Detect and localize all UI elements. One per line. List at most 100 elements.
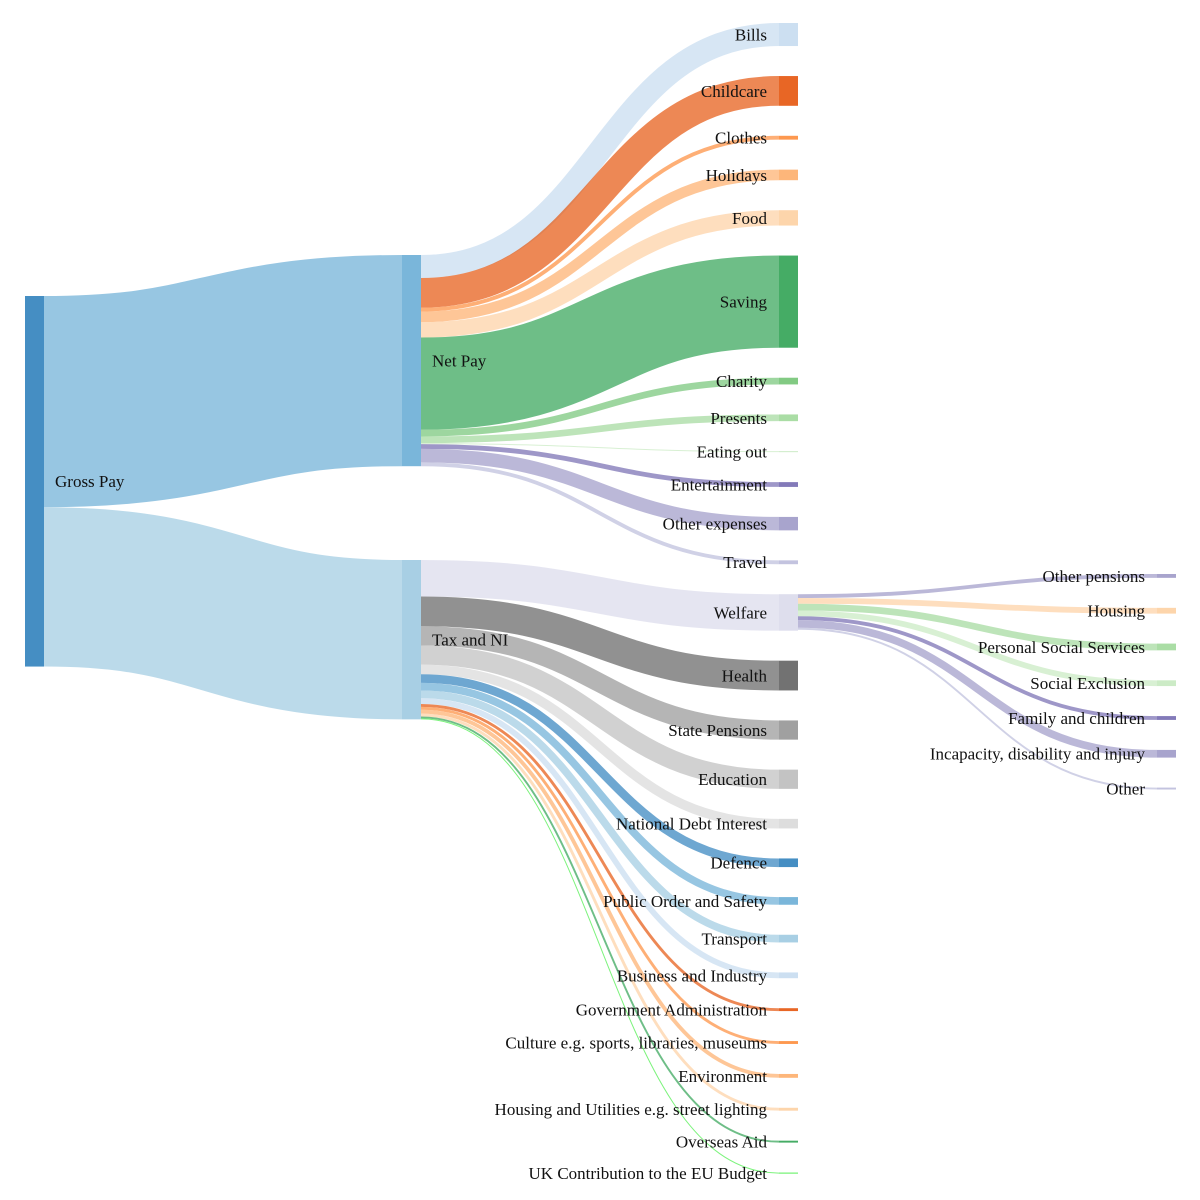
node-presents (779, 414, 798, 422)
node-welfare (779, 594, 798, 631)
link-net-pay-to-eating-out (420, 443, 780, 453)
node-government-administration (779, 1008, 798, 1012)
node-gross-pay (25, 296, 44, 667)
link-net-pay-to-food (420, 210, 780, 338)
node-label-social-exclusion: Social Exclusion (1030, 674, 1145, 693)
labels-layer: Gross Pay Net Pay Tax and NI Bills Childcare… (55, 25, 1145, 1183)
link-net-pay-to-other-expenses (420, 448, 780, 531)
node-other-expenses (779, 516, 798, 531)
link-tax-and-ni-to-state-pensions (420, 626, 780, 740)
node-travel (779, 560, 798, 565)
node-holidays (779, 169, 798, 181)
link-net-pay-to-bills (420, 23, 780, 279)
node-personal-social-services (1157, 643, 1176, 651)
node-health (779, 660, 798, 691)
link-gross-pay-to-net-pay (43, 255, 403, 508)
node-eating-out (779, 451, 798, 453)
link-tax-and-ni-to-housing-and-utilities-e-g-street-lighting (420, 713, 780, 1111)
nodes-layer (25, 23, 1176, 1174)
link-net-pay-to-presents (420, 414, 780, 444)
node-clothes (779, 135, 798, 140)
node-label-state-pensions: State Pensions (668, 721, 767, 740)
node-public-order-and-safety (779, 897, 798, 905)
node-label-family-and-children: Family and children (1008, 709, 1145, 728)
link-net-pay-to-charity (420, 377, 780, 437)
link-net-pay-to-entertainment (420, 444, 780, 487)
node-label-health: Health (722, 667, 768, 686)
node-business-and-industry (779, 972, 798, 979)
node-label-saving: Saving (720, 293, 768, 312)
node-label-public-order-and-safety: Public Order and Safety (603, 892, 767, 911)
node-label-business-and-industry: Business and Industry (617, 966, 768, 985)
link-tax-and-ni-to-national-debt-interest (420, 664, 780, 829)
node-label-travel: Travel (723, 553, 767, 572)
link-net-pay-to-travel (420, 462, 780, 565)
node-label-housing: Housing (1087, 602, 1145, 621)
node-label-bills: Bills (735, 25, 767, 44)
node-net-pay (402, 255, 421, 467)
node-saving (779, 255, 798, 348)
node-bills (779, 23, 798, 47)
node-national-debt-interest (779, 818, 798, 829)
link-welfare-to-incapacity-disability-and-injury (797, 620, 1158, 758)
link-gross-pay-to-tax-and-ni (43, 507, 403, 720)
node-label-clothes: Clothes (715, 129, 767, 148)
link-welfare-to-personal-social-services (797, 603, 1158, 651)
node-state-pensions (779, 720, 798, 740)
node-label-other-pensions: Other pensions (1043, 567, 1145, 586)
link-net-pay-to-holidays (420, 169, 780, 323)
link-tax-and-ni-to-welfare (420, 560, 780, 631)
node-family-and-children (1157, 716, 1176, 720)
node-social-exclusion (1157, 680, 1176, 687)
node-label-uk-contribution-to-the-eu-budget: UK Contribution to the EU Budget (529, 1164, 768, 1183)
node-incapacity-disability-and-injury (1157, 749, 1176, 758)
link-welfare-to-other-pensions (797, 574, 1158, 599)
node-transport (779, 934, 798, 943)
node-other (1157, 787, 1176, 790)
node-label-net-pay: Net Pay (432, 352, 487, 371)
link-tax-and-ni-to-overseas-aid (420, 716, 780, 1143)
node-label-holidays: Holidays (706, 166, 767, 185)
node-label-other: Other (1106, 780, 1145, 799)
node-food (779, 210, 798, 226)
node-label-education: Education (698, 770, 767, 789)
link-net-pay-to-clothes (420, 135, 780, 312)
node-label-incapacity-disability-and-injury: Incapacity, disability and injury (930, 745, 1146, 764)
link-welfare-to-housing (797, 598, 1158, 614)
link-tax-and-ni-to-government-administration (420, 704, 780, 1012)
node-uk-contribution-to-the-eu-budget (779, 1172, 798, 1174)
node-label-government-administration: Government Administration (576, 1001, 768, 1020)
node-label-other-expenses: Other expenses (663, 515, 767, 534)
node-education (779, 769, 798, 789)
link-tax-and-ni-to-transport (420, 690, 780, 943)
node-label-welfare: Welfare (714, 603, 767, 622)
node-label-overseas-aid: Overseas Aid (676, 1133, 768, 1152)
node-label-transport: Transport (702, 930, 768, 949)
node-other-pensions (1157, 574, 1176, 578)
link-net-pay-to-saving (420, 255, 780, 430)
link-tax-and-ni-to-uk-contribution-to-the-eu-budget (420, 718, 780, 1174)
node-label-environment: Environment (678, 1067, 767, 1086)
node-housing (1157, 607, 1176, 614)
link-tax-and-ni-to-defence (420, 674, 780, 868)
node-defence (779, 858, 798, 868)
node-label-personal-social-services: Personal Social Services (978, 638, 1145, 657)
link-welfare-to-family-and-children (797, 616, 1158, 720)
link-welfare-to-other (797, 627, 1158, 790)
node-label-gross-pay: Gross Pay (55, 472, 125, 491)
node-label-childcare: Childcare (701, 82, 767, 101)
link-tax-and-ni-to-education (420, 645, 780, 789)
node-label-national-debt-interest: National Debt Interest (616, 815, 767, 834)
node-label-charity: Charity (716, 372, 767, 391)
node-childcare (779, 76, 798, 106)
node-label-tax-and-ni: Tax and NI (432, 631, 509, 650)
link-tax-and-ni-to-public-order-and-safety (420, 682, 780, 905)
node-label-defence: Defence (710, 854, 767, 873)
node-label-presents: Presents (710, 409, 767, 428)
node-overseas-aid (779, 1140, 798, 1143)
node-label-housing-and-utilities-e-g-street-lighting: Housing and Utilities e.g. street lighti… (495, 1100, 768, 1119)
node-label-culture-e-g-sports-libraries-museums: Culture e.g. sports, libraries, museums (505, 1033, 767, 1052)
link-net-pay-to-childcare (420, 76, 780, 308)
